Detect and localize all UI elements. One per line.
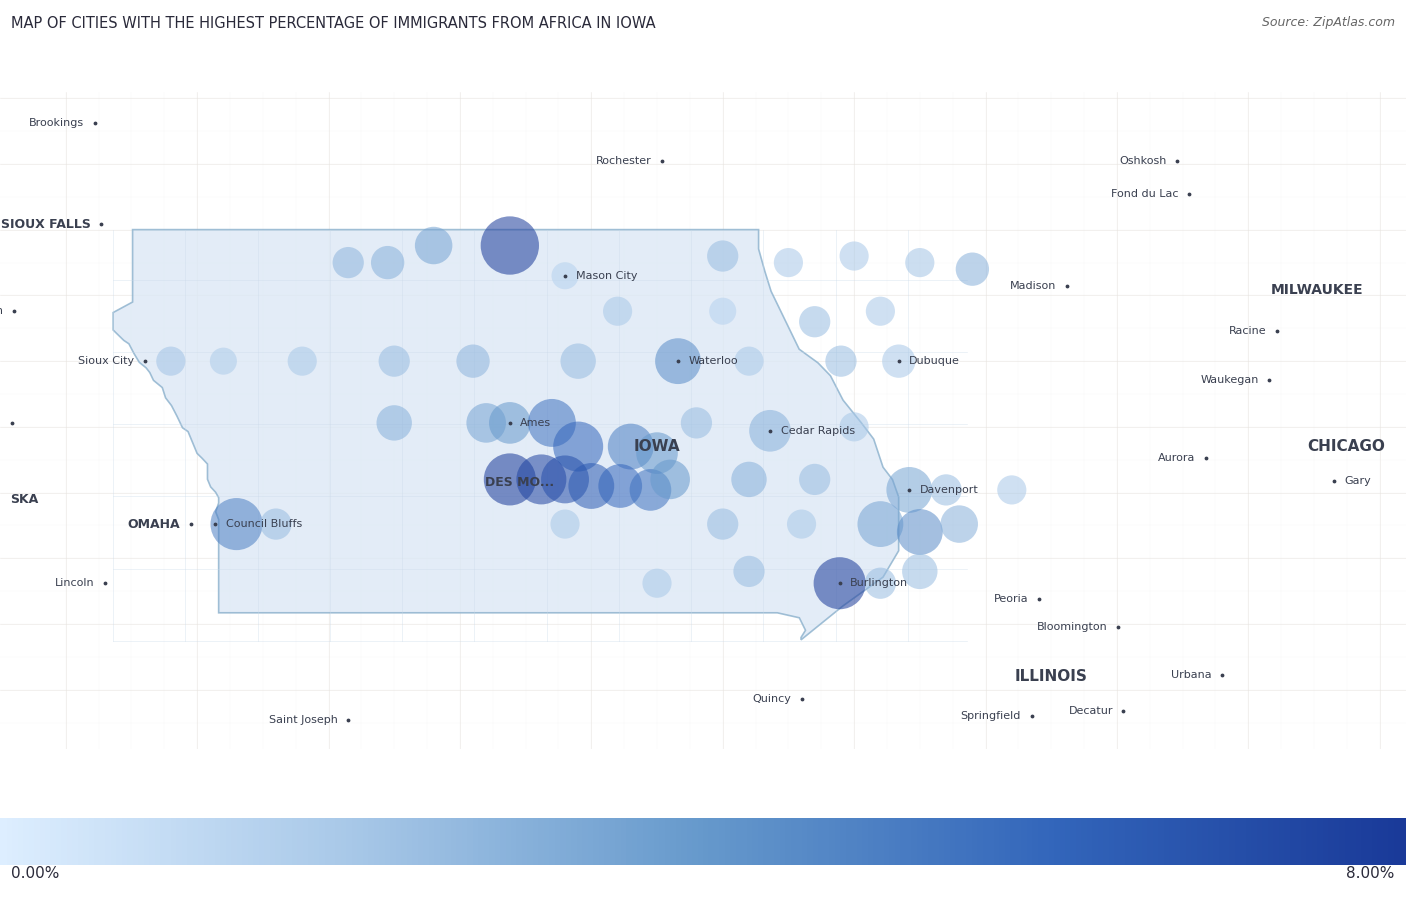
Point	[842, 420, 865, 434]
Point	[530, 472, 553, 486]
Point	[738, 354, 761, 369]
Point	[567, 440, 589, 454]
Text: Cedar Rapids: Cedar Rapids	[780, 426, 855, 436]
Point	[499, 472, 522, 486]
Point	[790, 517, 813, 531]
Text: 0.00%: 0.00%	[11, 867, 59, 881]
Text: Rochester: Rochester	[596, 156, 652, 166]
Point	[935, 483, 957, 497]
Point	[887, 354, 910, 369]
Text: Madison: Madison	[1010, 281, 1056, 291]
Polygon shape	[112, 229, 898, 640]
Text: ILLINOIS: ILLINOIS	[1015, 669, 1088, 684]
Point	[948, 517, 970, 531]
Point	[422, 238, 444, 253]
Point	[908, 525, 931, 539]
Text: Waukegan: Waukegan	[1201, 375, 1258, 385]
Point	[842, 249, 865, 263]
Point	[212, 354, 235, 369]
Text: MILWAUKEE: MILWAUKEE	[1271, 283, 1364, 298]
Point	[645, 446, 668, 460]
Text: Mason City: Mason City	[575, 271, 637, 280]
Text: Davenport: Davenport	[920, 485, 979, 495]
Point	[711, 249, 734, 263]
Point	[606, 304, 628, 318]
Text: OMAHA: OMAHA	[128, 518, 180, 530]
Point	[291, 354, 314, 369]
Text: IOWA: IOWA	[634, 439, 681, 454]
Point	[803, 315, 825, 329]
Text: Gary: Gary	[1344, 476, 1371, 485]
Point	[159, 354, 181, 369]
Point	[908, 565, 931, 579]
Point	[645, 576, 668, 591]
Text: MAP OF CITIES WITH THE HIGHEST PERCENTAGE OF IMMIGRANTS FROM AFRICA IN IOWA: MAP OF CITIES WITH THE HIGHEST PERCENTAG…	[11, 16, 655, 31]
Text: Yankton: Yankton	[0, 307, 4, 316]
Text: Springfield: Springfield	[960, 711, 1021, 721]
Point	[869, 304, 891, 318]
Point	[264, 517, 287, 531]
Point	[609, 479, 631, 494]
Text: SKA: SKA	[10, 493, 39, 505]
Point	[382, 415, 405, 430]
Text: Burlington: Burlington	[851, 578, 908, 588]
Text: Quincy: Quincy	[752, 694, 792, 704]
Point	[377, 255, 399, 270]
Point	[499, 415, 522, 430]
Point	[567, 354, 589, 369]
Point	[711, 517, 734, 531]
Point	[659, 472, 682, 486]
Text: DES MO...: DES MO...	[485, 476, 554, 488]
Text: CHICAGO: CHICAGO	[1308, 439, 1385, 454]
Point	[869, 517, 891, 531]
Text: Brookings: Brookings	[30, 119, 84, 129]
Text: Council Bluffs: Council Bluffs	[226, 519, 302, 530]
Text: Fond du Lac: Fond du Lac	[1111, 190, 1178, 200]
Point	[620, 440, 643, 454]
Text: Saint Joseph: Saint Joseph	[269, 715, 337, 725]
Point	[830, 354, 852, 369]
Point	[337, 255, 360, 270]
Text: Aurora: Aurora	[1159, 453, 1195, 463]
Text: Dubuque: Dubuque	[910, 356, 960, 366]
Text: Source: ZipAtlas.com: Source: ZipAtlas.com	[1261, 16, 1395, 29]
Text: Bloomington: Bloomington	[1038, 621, 1108, 632]
Text: 8.00%: 8.00%	[1347, 867, 1395, 881]
Point	[554, 517, 576, 531]
Point	[803, 472, 825, 486]
Point	[554, 472, 576, 486]
Text: Racine: Racine	[1229, 326, 1267, 336]
Point	[869, 576, 891, 591]
Text: Lincoln: Lincoln	[55, 578, 94, 588]
Point	[640, 483, 662, 497]
Point	[225, 517, 247, 531]
Text: SIOUX FALLS: SIOUX FALLS	[1, 218, 90, 231]
Point	[461, 354, 484, 369]
Point	[581, 479, 603, 494]
Point	[554, 269, 576, 283]
Point	[499, 238, 522, 253]
Point	[541, 415, 564, 430]
Point	[685, 415, 707, 430]
Point	[711, 304, 734, 318]
Point	[475, 415, 498, 430]
Text: Peoria: Peoria	[994, 594, 1029, 604]
Point	[908, 255, 931, 270]
Text: Decatur: Decatur	[1069, 706, 1114, 716]
Text: Waterloo: Waterloo	[689, 356, 738, 366]
Point	[778, 255, 800, 270]
Point	[898, 483, 921, 497]
Text: Urbana: Urbana	[1171, 670, 1212, 681]
Point	[828, 576, 851, 591]
Point	[1001, 483, 1024, 497]
Text: Ames: Ames	[520, 418, 551, 428]
Point	[738, 565, 761, 579]
Text: Oshkosh: Oshkosh	[1119, 156, 1167, 166]
Point	[382, 354, 405, 369]
Point	[738, 472, 761, 486]
Text: Sioux City: Sioux City	[77, 356, 134, 366]
Point	[666, 354, 689, 369]
Point	[962, 262, 984, 276]
Point	[759, 423, 782, 438]
